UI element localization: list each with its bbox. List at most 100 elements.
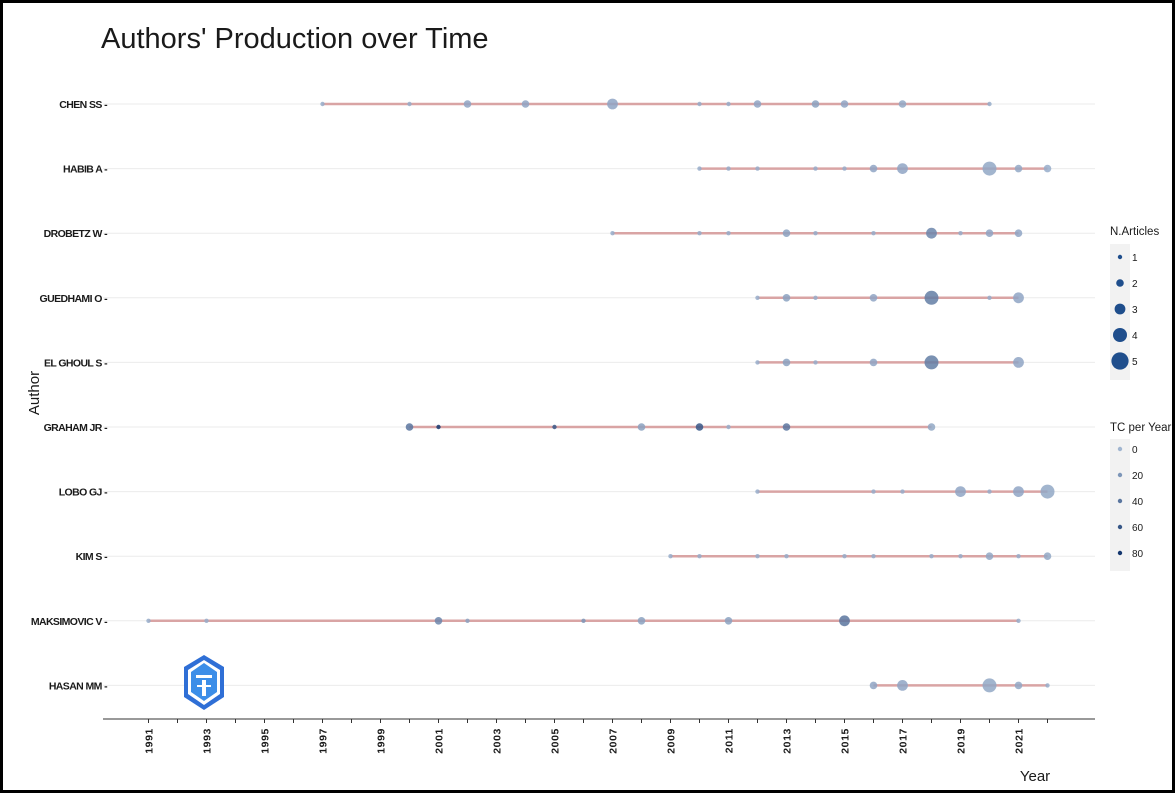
data-point (204, 618, 209, 623)
x-tick-label: 2021 (1014, 728, 1026, 754)
data-point (985, 229, 994, 237)
author-label: MAKSIMOVIC V - (31, 616, 108, 628)
data-point (897, 680, 908, 691)
data-point (842, 554, 847, 559)
data-point (1013, 486, 1024, 497)
data-point (436, 424, 441, 430)
data-point (784, 554, 789, 559)
data-point (842, 166, 847, 171)
data-point (813, 295, 818, 300)
data-point (871, 231, 876, 236)
data-point (1013, 292, 1024, 304)
data-point (637, 423, 646, 431)
legend-color-swatch (1117, 550, 1123, 556)
data-point (840, 100, 849, 108)
legend-size-label: 5 (1132, 357, 1138, 368)
legend-color-swatch (1117, 472, 1123, 478)
data-point (407, 101, 412, 107)
legend: N.Articles 1 2 3 4 5 TC per Year 0 20 40 60 80 (1110, 226, 1172, 571)
x-tick-label: 1999 (376, 728, 388, 754)
data-point (869, 358, 878, 367)
data-point (726, 166, 731, 171)
author-label: HASAN MM - (49, 680, 108, 692)
data-point (813, 166, 818, 171)
data-point (958, 554, 963, 559)
legend-size-label: 2 (1132, 279, 1138, 290)
data-point (869, 164, 878, 173)
x-tick-label: 1997 (318, 728, 330, 754)
data-point (1014, 229, 1023, 237)
data-point (869, 681, 878, 690)
data-point (782, 294, 791, 302)
author-label: LOBO GJ - (59, 487, 108, 499)
data-point (1040, 484, 1055, 499)
data-point (1016, 554, 1021, 559)
x-tick-label: 2015 (840, 728, 852, 754)
data-point (465, 618, 470, 623)
chart-svg: CHEN SS - HABIB A - DROBETZ W - GUEDHAMI O … (26, 23, 1172, 785)
legend-size-swatch (1111, 352, 1129, 370)
data-point (782, 423, 791, 431)
data-point (1043, 552, 1052, 560)
data-points (146, 98, 1055, 693)
author-label: DROBETZ W - (44, 228, 108, 240)
data-point (637, 617, 646, 625)
data-point (1013, 357, 1024, 368)
gridlines (103, 103, 1095, 686)
x-tick-label: 2019 (956, 728, 968, 754)
data-point (463, 100, 472, 108)
data-point (724, 617, 733, 625)
legend-color-label: 0 (1132, 445, 1138, 456)
x-tick-label: 1995 (260, 728, 272, 754)
data-point (782, 358, 791, 367)
data-point (987, 101, 992, 107)
data-point (697, 554, 702, 559)
data-point (755, 360, 760, 365)
data-point (552, 424, 557, 430)
y-axis-title: Author (26, 371, 43, 415)
x-tick-label: 2011 (724, 728, 736, 753)
legend-color-label: 80 (1132, 549, 1144, 560)
data-point (755, 554, 760, 559)
author-labels: CHEN SS - HABIB A - DROBETZ W - GUEDHAMI O … (31, 99, 109, 692)
legend-color-swatch (1117, 446, 1123, 452)
x-tick-label: 2001 (434, 728, 446, 754)
legend-size-label: 1 (1132, 253, 1138, 264)
legend-color-label: 20 (1132, 471, 1144, 482)
data-point (987, 489, 992, 494)
data-point (697, 101, 702, 107)
legend-size-swatch (1113, 328, 1127, 342)
author-label: HABIB A - (63, 164, 108, 176)
data-point (405, 423, 414, 431)
legend-size-swatch (1117, 254, 1123, 260)
data-point (987, 295, 992, 300)
data-point (434, 617, 443, 625)
data-point (871, 489, 876, 494)
x-tick-label: 2003 (492, 728, 504, 754)
author-label: CHEN SS - (59, 99, 108, 111)
data-point (924, 290, 939, 305)
data-point (697, 231, 702, 236)
data-point (982, 161, 997, 176)
x-tick-label: 1993 (202, 728, 214, 754)
legend-size-title: N.Articles (1110, 226, 1159, 238)
x-axis: 1991 1993 1995 1997 1999 2001 2003 2005 2007 2009… (103, 718, 1095, 754)
x-tick-label: 2007 (608, 728, 620, 754)
data-point (782, 229, 791, 237)
data-point (1045, 683, 1050, 688)
data-point (926, 227, 937, 239)
data-point (610, 231, 615, 236)
data-point (985, 552, 994, 560)
data-point (607, 98, 618, 110)
data-point (668, 554, 673, 559)
timelines (148, 102, 1048, 687)
data-point (1016, 618, 1021, 623)
data-point (695, 423, 704, 431)
x-tick-label: 1991 (144, 728, 156, 754)
data-point (813, 360, 818, 365)
data-point (753, 100, 762, 108)
x-tick-label: 2017 (898, 728, 910, 754)
data-point (955, 486, 966, 497)
data-point (755, 166, 760, 171)
